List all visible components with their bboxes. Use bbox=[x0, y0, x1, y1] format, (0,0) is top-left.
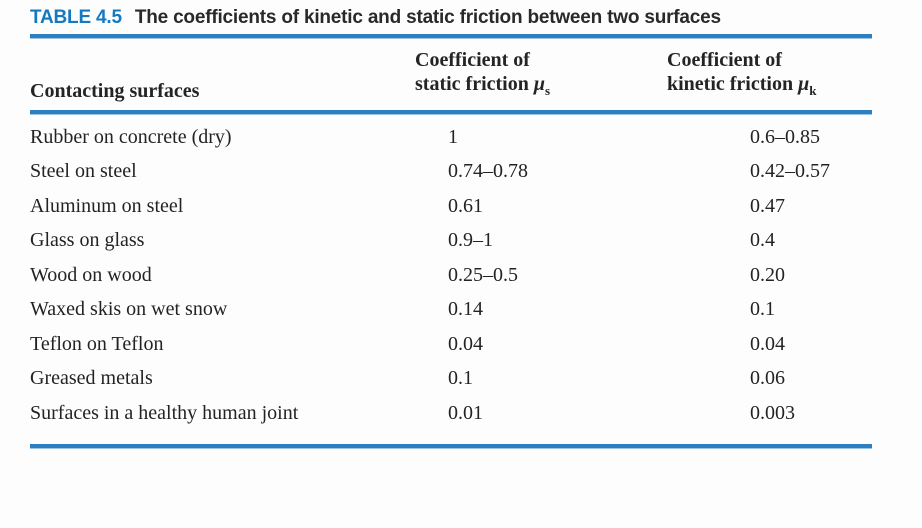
header-divider-rule bbox=[30, 110, 872, 115]
table-row: Surfaces in a healthy human joint 0.01 0… bbox=[30, 396, 872, 431]
kinetic-friction-cell: 0.42–0.57 bbox=[750, 160, 830, 183]
static-friction-cell: 0.9–1 bbox=[448, 229, 493, 252]
column-header-static-friction: Coefficient of static friction μs bbox=[415, 48, 667, 103]
kinetic-friction-cell: 0.20 bbox=[750, 263, 785, 286]
table-title-row: TABLE 4.5 The coefficients of kinetic and… bbox=[30, 6, 872, 30]
table-header-row: Contacting surfaces Coefficient of stati… bbox=[30, 48, 872, 103]
table-row: Aluminum on steel 0.61 0.47 bbox=[30, 189, 872, 224]
table-row: Waxed skis on wet snow 0.14 0.1 bbox=[30, 293, 872, 328]
title-divider-rule bbox=[30, 34, 872, 39]
kinetic-friction-cell: 0.003 bbox=[750, 401, 795, 424]
kinetic-friction-cell: 0.04 bbox=[750, 332, 785, 355]
table-row: Greased metals 0.1 0.06 bbox=[30, 362, 872, 397]
surface-cell: Steel on steel bbox=[30, 160, 137, 183]
bottom-divider-rule bbox=[30, 443, 872, 449]
header-line-1: Coefficient of bbox=[415, 49, 530, 71]
kinetic-friction-cell: 0.06 bbox=[750, 367, 785, 390]
column-header-contacting-surfaces: Contacting surfaces bbox=[30, 48, 415, 103]
header-line-1: Coefficient of bbox=[667, 49, 782, 71]
kinetic-friction-cell: 0.4 bbox=[750, 229, 775, 252]
kinetic-friction-cell: 0.47 bbox=[750, 194, 785, 217]
static-friction-cell: 0.1 bbox=[448, 367, 473, 390]
surface-cell: Greased metals bbox=[30, 367, 153, 390]
static-friction-cell: 0.14 bbox=[448, 298, 483, 321]
surface-cell: Rubber on concrete (dry) bbox=[30, 125, 232, 148]
table-row: Glass on glass 0.9–1 0.4 bbox=[30, 224, 872, 259]
mu-symbol: μ bbox=[798, 73, 810, 95]
static-friction-cell: 0.25–0.5 bbox=[448, 263, 518, 286]
table-caption: The coefficients of kinetic and static f… bbox=[134, 7, 721, 28]
table-row: Steel on steel 0.74–0.78 0.42–0.57 bbox=[30, 155, 872, 190]
surface-cell: Teflon on Teflon bbox=[30, 332, 164, 355]
mu-symbol: μ bbox=[533, 73, 545, 95]
table-row: Rubber on concrete (dry) 1 0.6–0.85 bbox=[30, 120, 872, 155]
table-content: TABLE 4.5 The coefficients of kinetic and… bbox=[30, 6, 872, 449]
surface-cell: Waxed skis on wet snow bbox=[30, 298, 228, 321]
column-header-label: Contacting surfaces bbox=[30, 80, 200, 102]
table-body: Rubber on concrete (dry) 1 0.6–0.85 Stee… bbox=[30, 120, 872, 431]
surface-cell: Aluminum on steel bbox=[30, 194, 184, 217]
static-friction-cell: 0.04 bbox=[448, 332, 483, 355]
kinetic-friction-cell: 0.6–0.85 bbox=[750, 125, 820, 148]
surface-cell: Wood on wood bbox=[30, 263, 152, 286]
header-line-2: static friction bbox=[415, 73, 529, 95]
static-friction-cell: 0.61 bbox=[448, 194, 483, 217]
surface-cell: Surfaces in a healthy human joint bbox=[30, 401, 299, 424]
table-row: Teflon on Teflon 0.04 0.04 bbox=[30, 327, 872, 362]
table-number-label: TABLE 4.5 bbox=[30, 7, 122, 28]
header-line-2: kinetic friction bbox=[667, 73, 794, 95]
kinetic-friction-cell: 0.1 bbox=[750, 298, 775, 321]
static-friction-cell: 1 bbox=[448, 125, 458, 148]
static-friction-cell: 0.74–0.78 bbox=[448, 160, 528, 183]
static-friction-cell: 0.01 bbox=[448, 401, 483, 424]
mu-subscript-k: k bbox=[809, 83, 817, 98]
surface-cell: Glass on glass bbox=[30, 229, 145, 252]
table-row: Wood on wood 0.25–0.5 0.20 bbox=[30, 258, 872, 293]
column-header-kinetic-friction: Coefficient of kinetic friction μk bbox=[667, 48, 872, 103]
mu-subscript-s: s bbox=[544, 83, 551, 98]
